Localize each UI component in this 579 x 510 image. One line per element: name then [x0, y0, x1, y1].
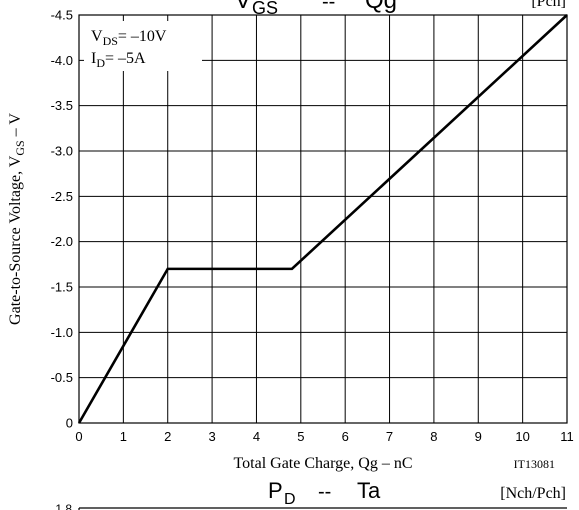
x-tick-label: 6 [342, 429, 349, 444]
x-tick-label: 5 [297, 429, 304, 444]
y-tick-label: -3.0 [51, 144, 73, 159]
x-tick-label: 3 [208, 429, 215, 444]
x-tick-labels: 0 1 2 3 4 5 6 7 8 9 10 11 [75, 429, 573, 444]
conditions-annotation: VDS= –10V ID= –5A [84, 21, 202, 71]
x-tick-label: 11 [560, 429, 574, 444]
y-tick-label: -0.5 [51, 370, 73, 385]
next-title-sub: D [284, 491, 296, 508]
y-axis-label-main: Gate-to-Source Voltage, V [7, 155, 24, 325]
y-tick-label: -4.5 [51, 8, 73, 23]
x-tick-label: 10 [515, 429, 529, 444]
next-title-tag: [Nch/Pch] [500, 485, 566, 502]
x-tick-label: 8 [430, 429, 437, 444]
x-tick-label: 4 [253, 429, 260, 444]
annotation-vds-value: = –10V [118, 28, 167, 45]
next-chart-title: P D -- Ta [Nch/Pch] [268, 478, 566, 508]
x-tick-label: 0 [75, 429, 82, 444]
next-title-x: Ta [357, 478, 381, 503]
y-axis-label: Gate-to-Source Voltage, VGS – V [7, 113, 27, 325]
y-tick-labels: 0 -0.5 -1.0 -1.5 -2.0 -2.5 -3.0 -3.5 -4.0 -4.5 [51, 8, 73, 431]
y-tick-label: 0 [66, 416, 73, 431]
plot-frame [78, 14, 568, 424]
annotation-id-main: I [91, 50, 96, 67]
y-axis-label-unit: – V [7, 113, 24, 141]
y-axis-label-sub: GS [13, 140, 27, 155]
grid [79, 15, 567, 423]
annotation-vds-sub: DS [103, 34, 118, 48]
x-tick-label: 2 [164, 429, 171, 444]
x-tick-label: 7 [386, 429, 393, 444]
title-x: Qg [365, 0, 397, 14]
next-chart-y-tick: 1.8 [55, 502, 72, 510]
annotation-id-value: = –5A [105, 50, 146, 67]
x-tick-label: 1 [120, 429, 127, 444]
next-title-main: P [268, 478, 283, 503]
y-tick-label: -4.0 [51, 53, 73, 68]
annotation-id-sub: D [96, 56, 105, 70]
title-tag: [Pch] [531, 0, 566, 10]
y-tick-label: -2.0 [51, 234, 73, 249]
y-tick-label: -1.0 [51, 325, 73, 340]
y-tick-label: -3.5 [51, 98, 73, 113]
annotation-vds-main: V [91, 28, 103, 45]
annotation-id: ID= –5A [91, 50, 146, 70]
title-main: V [235, 0, 251, 14]
title-main-sub: GS [252, 0, 278, 18]
annotation-vds: VDS= –10V [91, 28, 167, 48]
y-tick-label: -2.5 [51, 189, 73, 204]
x-tick-label: 9 [475, 429, 482, 444]
next-title-sep: -- [318, 481, 331, 503]
title-sep: -- [322, 0, 335, 13]
chart-title: V GS -- Qg [Pch] [235, 0, 566, 18]
figure-code: IT13081 [514, 457, 555, 471]
y-tick-label: -1.5 [51, 280, 73, 295]
x-axis-label: Total Gate Charge, Qg – nC [234, 455, 413, 472]
series-line [77, 14, 568, 424]
annotation-box [84, 21, 202, 71]
